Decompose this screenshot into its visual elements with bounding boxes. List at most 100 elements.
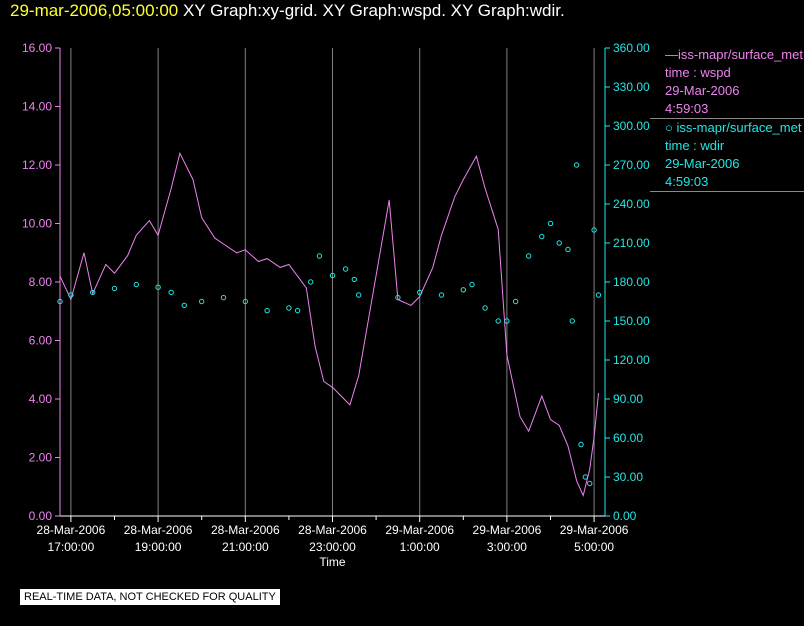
left-tick-label: 4.00: [29, 392, 53, 406]
wdir-point: [286, 305, 292, 311]
x-tick-label: 5:00:00: [574, 540, 614, 554]
x-tick-label: 29-Mar-2006: [385, 523, 454, 537]
right-tick-label: 30.00: [613, 470, 643, 484]
wdir-series: [57, 162, 602, 487]
wdir-point: [582, 474, 589, 480]
x-tick-label: 28-Mar-2006: [298, 523, 367, 537]
legend-wdir-time: 4:59:03: [665, 174, 709, 189]
x-tick-label: 29-Mar-2006: [473, 523, 542, 537]
legend-wspd-name: iss-mapr/surface_met: [678, 47, 803, 62]
wdir-point: [294, 307, 301, 314]
wdir-point: [329, 272, 336, 279]
wdir-point: [569, 318, 575, 324]
wdir-point: [220, 294, 227, 301]
axes: [55, 47, 610, 522]
x-tick-label: 28-Mar-2006: [37, 523, 106, 537]
right-tick-label: 180.00: [613, 275, 650, 289]
wdir-point: [495, 318, 501, 324]
wdir-point: [57, 298, 63, 305]
x-tick-label: 28-Mar-2006: [124, 523, 193, 537]
wdir-point: [565, 246, 571, 253]
wdir-point: [111, 285, 118, 292]
right-tick-label: 360.00: [613, 41, 650, 55]
legend-divider: [650, 118, 804, 119]
wdir-point: [547, 220, 554, 227]
wdir-point: [504, 318, 510, 324]
right-tick-label: 330.00: [613, 80, 650, 94]
wdir-point: [351, 276, 357, 283]
wdir-point: [556, 240, 562, 246]
x-tick-label: 3:00:00: [487, 540, 527, 554]
wdir-point: [68, 292, 74, 298]
legend-wdir-field: time : wdir: [665, 138, 725, 153]
wdir-point: [460, 287, 466, 293]
timestamp: 29-mar-2006,05:00:00: [10, 1, 179, 20]
wspd-line: [59, 151, 599, 498]
wdir-point: [308, 279, 314, 285]
legend-wspd-field: time : wspd: [665, 65, 731, 80]
chart-title: 29-mar-2006,05:00:00 XY Graph:xy-grid. X…: [10, 1, 565, 21]
left-tick-label: 2.00: [29, 451, 53, 465]
legend-wspd-date: 29-Mar-2006: [665, 83, 740, 98]
legend-wdir: ○ iss-mapr/surface_met time : wdir 29-Ma…: [665, 119, 801, 191]
wdir-point: [512, 298, 519, 305]
right-tick-label: 270.00: [613, 158, 650, 172]
left-tick-label: 10.00: [22, 217, 52, 231]
wdir-point: [181, 302, 187, 309]
tick-labels: 28-Mar-2006 17:00:00 28-Mar-2006 19:00:00 28…: [22, 41, 650, 569]
wdir-point: [595, 292, 602, 298]
legend-line-icon: —: [665, 47, 678, 62]
wdir-point: [168, 289, 174, 296]
wdir-point: [316, 253, 323, 259]
legend-wspd: —iss-mapr/surface_met time : wspd 29-Mar…: [665, 46, 803, 118]
wdir-point: [90, 289, 96, 296]
right-tick-label: 60.00: [613, 431, 643, 445]
x-tick-label: 17:00:00: [48, 540, 95, 554]
left-tick-label: 16.00: [22, 41, 52, 55]
right-tick-label: 120.00: [613, 353, 650, 367]
wdir-point: [469, 281, 475, 288]
right-tick-label: 0.00: [613, 509, 637, 523]
right-tick-label: 210.00: [613, 236, 650, 250]
wdir-point: [342, 266, 349, 272]
right-tick-label: 150.00: [613, 314, 650, 328]
wdir-point: [526, 253, 532, 259]
wdir-point: [587, 480, 593, 487]
right-tick-label: 240.00: [613, 197, 650, 211]
right-tick-label: 90.00: [613, 392, 643, 406]
right-tick-label: 300.00: [613, 119, 650, 133]
x-tick-label: 21:00:00: [222, 540, 269, 554]
wdir-point: [133, 281, 140, 288]
x-tick-label: 23:00:00: [309, 540, 356, 554]
legend-wdir-date: 29-Mar-2006: [665, 156, 740, 171]
wdir-point: [573, 162, 580, 168]
wspd-series: [59, 151, 599, 498]
x-tick-label: 19:00:00: [135, 540, 182, 554]
wdir-point: [417, 289, 423, 296]
grid-lines: [70, 48, 595, 516]
wdir-point: [264, 307, 270, 314]
wdir-point: [355, 292, 362, 298]
wdir-point: [199, 298, 205, 305]
left-tick-label: 8.00: [29, 275, 53, 289]
x-axis-label: Time: [319, 555, 346, 569]
x-tick-label: 1:00:00: [400, 540, 440, 554]
legend-marker-icon: ○: [665, 120, 677, 135]
quality-note: REAL-TIME DATA, NOT CHECKED FOR QUALITY: [20, 589, 280, 605]
wdir-point: [242, 298, 249, 305]
legend-wspd-time: 4:59:03: [665, 101, 709, 116]
wdir-point: [438, 292, 445, 298]
x-tick-label: 28-Mar-2006: [211, 523, 280, 537]
left-tick-label: 0.00: [29, 509, 53, 523]
graph-list: XY Graph:xy-grid. XY Graph:wspd. XY Grap…: [182, 1, 565, 20]
wdir-point: [539, 233, 545, 240]
left-tick-label: 6.00: [29, 334, 53, 348]
wdir-point: [578, 441, 584, 448]
left-tick-label: 12.00: [22, 158, 52, 172]
wdir-point: [482, 305, 488, 311]
legend-divider: [650, 191, 804, 192]
wdir-point: [155, 284, 161, 290]
wdir-point: [395, 294, 401, 301]
wdir-point: [591, 227, 597, 233]
